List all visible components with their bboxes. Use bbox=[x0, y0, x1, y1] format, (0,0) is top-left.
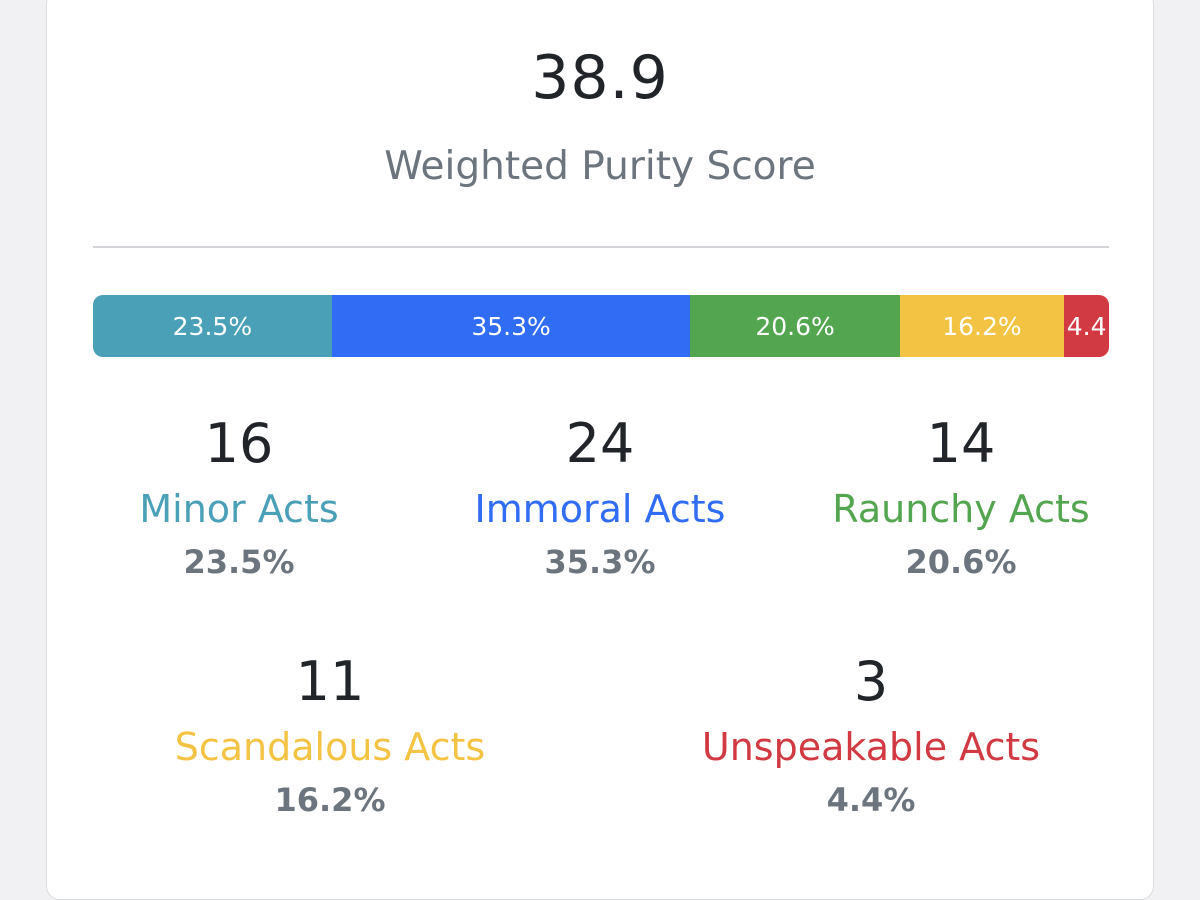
divider bbox=[93, 246, 1109, 248]
stat-category-name: Unspeakable Acts bbox=[701, 725, 1041, 769]
score-value: 38.9 bbox=[531, 43, 669, 113]
stat-category-name: Minor Acts bbox=[139, 487, 339, 531]
bar-segment-raunchy: 20.6% bbox=[690, 295, 900, 357]
stat-count: 24 bbox=[565, 412, 635, 475]
stat-category-name: Raunchy Acts bbox=[832, 487, 1090, 531]
stat-minor: 16 Minor Acts 23.5% bbox=[59, 409, 419, 585]
stat-category-name: Scandalous Acts bbox=[174, 725, 486, 769]
stat-raunchy: 14 Raunchy Acts 20.6% bbox=[781, 409, 1141, 585]
stat-count: 16 bbox=[204, 412, 274, 475]
stat-percentage: 16.2% bbox=[274, 781, 386, 819]
score-label: Weighted Purity Score bbox=[384, 144, 816, 189]
stat-percentage: 4.4% bbox=[826, 781, 916, 819]
category-progress-bar: 23.5% 35.3% 20.6% 16.2% 4.4 bbox=[93, 295, 1109, 357]
stat-percentage: 20.6% bbox=[905, 543, 1017, 581]
bar-segment-scandalous: 16.2% bbox=[899, 295, 1065, 357]
stat-immoral: 24 Immoral Acts 35.3% bbox=[420, 409, 780, 585]
bar-segment-unspeakable: 4.4 bbox=[1064, 295, 1109, 357]
bar-segment-minor: 23.5% bbox=[93, 295, 332, 357]
stat-count: 11 bbox=[295, 650, 365, 713]
stat-count: 3 bbox=[853, 650, 889, 713]
stat-percentage: 23.5% bbox=[183, 543, 295, 581]
stat-unspeakable: 3 Unspeakable Acts 4.4% bbox=[691, 647, 1051, 823]
stat-category-name: Immoral Acts bbox=[474, 487, 726, 531]
stat-count: 14 bbox=[926, 412, 996, 475]
purity-score-card: 38.9 Weighted Purity Score 23.5% 35.3% 2… bbox=[46, 0, 1154, 900]
bar-segment-immoral: 35.3% bbox=[331, 295, 691, 357]
stat-percentage: 35.3% bbox=[544, 543, 656, 581]
stat-scandalous: 11 Scandalous Acts 16.2% bbox=[150, 647, 510, 823]
